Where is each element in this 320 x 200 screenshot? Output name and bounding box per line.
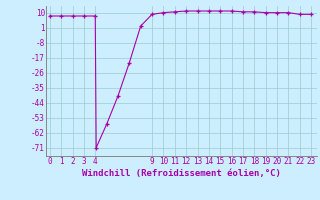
X-axis label: Windchill (Refroidissement éolien,°C): Windchill (Refroidissement éolien,°C) xyxy=(82,169,281,178)
